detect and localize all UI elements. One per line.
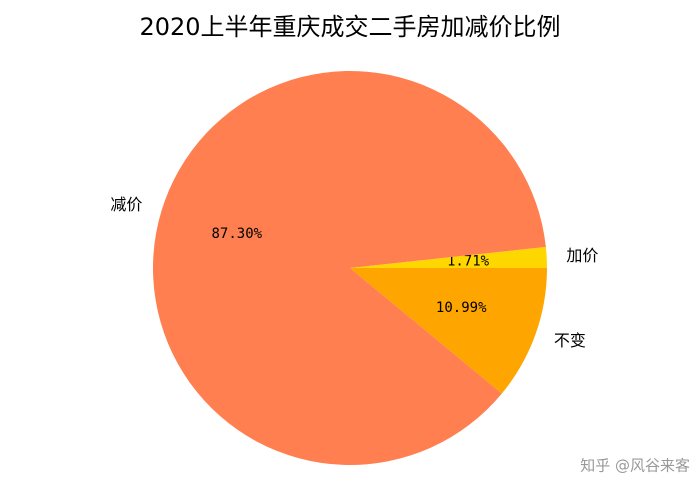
watermark: 知乎 @风谷来客 xyxy=(580,457,690,475)
pie-slice xyxy=(152,70,546,466)
slice-label: 加价 xyxy=(566,246,598,265)
slice-label: 减价 xyxy=(110,195,142,214)
chart-title: 2020上半年重庆成交二手房加减价比例 xyxy=(139,13,560,41)
pie: 加价 1.71% 减价 87.30% 不变 10.99% xyxy=(110,70,598,466)
pie-slice xyxy=(350,268,547,394)
value-label: 87.30% xyxy=(211,226,262,242)
value-label: 1.71% xyxy=(447,254,490,270)
pie-slice xyxy=(350,246,547,268)
slice-label: 不变 xyxy=(554,331,586,350)
value-label: 10.99% xyxy=(436,300,487,316)
